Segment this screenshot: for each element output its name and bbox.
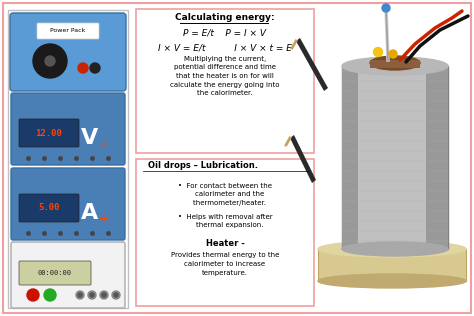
Text: A: A: [82, 203, 99, 223]
Polygon shape: [296, 38, 328, 91]
FancyBboxPatch shape: [370, 60, 420, 68]
Circle shape: [76, 291, 84, 299]
FancyBboxPatch shape: [342, 66, 358, 249]
Text: 00:00:00: 00:00:00: [38, 270, 72, 276]
FancyBboxPatch shape: [11, 242, 125, 308]
Polygon shape: [290, 135, 316, 183]
Text: 5.00: 5.00: [38, 204, 60, 212]
FancyBboxPatch shape: [136, 9, 314, 153]
Circle shape: [88, 291, 96, 299]
FancyBboxPatch shape: [10, 13, 126, 91]
FancyBboxPatch shape: [342, 66, 448, 249]
FancyBboxPatch shape: [136, 159, 314, 306]
Circle shape: [112, 291, 120, 299]
Circle shape: [78, 293, 82, 297]
Circle shape: [33, 44, 67, 78]
Text: Provides thermal energy to the
calorimeter to increase
temperature.: Provides thermal energy to the calorimet…: [171, 252, 279, 276]
Circle shape: [100, 291, 108, 299]
FancyBboxPatch shape: [19, 119, 79, 147]
Circle shape: [44, 289, 56, 301]
Circle shape: [389, 50, 397, 58]
Circle shape: [27, 289, 39, 301]
Circle shape: [114, 293, 118, 297]
FancyBboxPatch shape: [37, 23, 99, 39]
Circle shape: [90, 293, 94, 297]
Text: Oil drops – Lubrication.: Oil drops – Lubrication.: [148, 161, 258, 171]
Text: Calculating energy:: Calculating energy:: [175, 14, 275, 22]
FancyBboxPatch shape: [8, 10, 128, 308]
Text: •  For contact between the
    calorimeter and the
    thermometer/heater.: • For contact between the calorimeter an…: [178, 183, 272, 205]
FancyBboxPatch shape: [318, 249, 466, 281]
Ellipse shape: [342, 242, 448, 256]
Ellipse shape: [370, 56, 420, 70]
FancyBboxPatch shape: [11, 168, 125, 240]
Text: V: V: [82, 128, 99, 148]
Circle shape: [90, 63, 100, 73]
Text: +: +: [97, 212, 109, 226]
Circle shape: [382, 4, 390, 12]
Text: Heater -: Heater -: [206, 240, 245, 248]
FancyBboxPatch shape: [19, 194, 79, 222]
FancyBboxPatch shape: [3, 3, 471, 313]
Circle shape: [102, 293, 106, 297]
Circle shape: [374, 47, 383, 57]
Ellipse shape: [318, 274, 466, 288]
Ellipse shape: [342, 57, 448, 75]
Text: P = E/t    P = I × V: P = E/t P = I × V: [183, 28, 266, 38]
Ellipse shape: [318, 241, 466, 257]
Text: Power Pack: Power Pack: [50, 28, 86, 33]
Circle shape: [45, 56, 55, 66]
Text: +: +: [97, 137, 109, 151]
FancyBboxPatch shape: [11, 93, 125, 165]
Circle shape: [78, 63, 88, 73]
Text: 12.00: 12.00: [36, 129, 63, 137]
Text: I × V = E/t          I × V × t = E: I × V = E/t I × V × t = E: [158, 44, 292, 52]
Text: Multiplying the current,
potential difference and time
that the heater is on for: Multiplying the current, potential diffe…: [170, 56, 280, 96]
FancyBboxPatch shape: [426, 66, 448, 249]
Text: •  Helps with removal after
    thermal expansion.: • Helps with removal after thermal expan…: [178, 214, 272, 228]
FancyBboxPatch shape: [19, 261, 91, 285]
